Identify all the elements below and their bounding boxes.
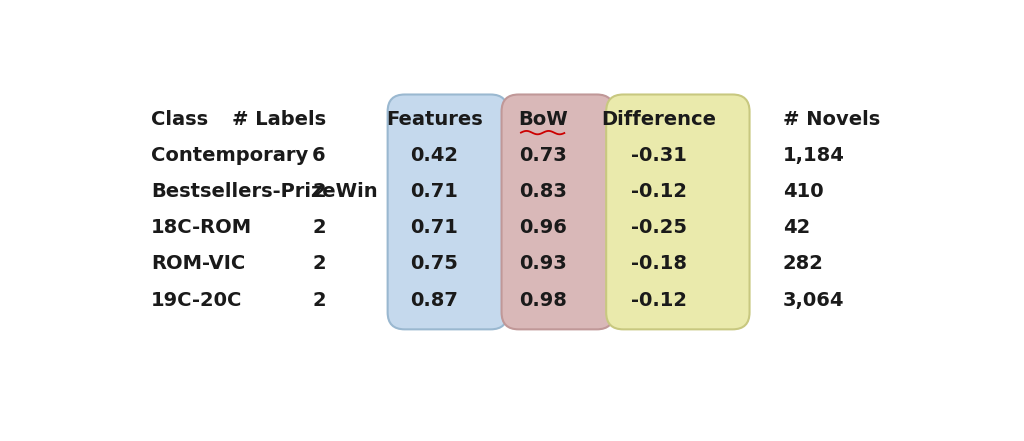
Text: BoW: BoW — [518, 110, 567, 129]
Text: 42: 42 — [783, 218, 810, 237]
Text: -0.12: -0.12 — [631, 291, 687, 310]
Text: # Novels: # Novels — [783, 110, 880, 129]
Text: 0.83: 0.83 — [519, 182, 566, 201]
Text: Features: Features — [386, 110, 482, 129]
Text: 0.87: 0.87 — [411, 291, 458, 310]
Text: 282: 282 — [783, 254, 823, 273]
Text: 0.42: 0.42 — [411, 146, 458, 165]
Text: 0.75: 0.75 — [411, 254, 458, 273]
Text: Difference: Difference — [601, 110, 717, 129]
Text: 2: 2 — [312, 291, 326, 310]
Text: 1,184: 1,184 — [783, 146, 845, 165]
Text: Contemporary: Contemporary — [152, 146, 308, 165]
Text: Bestsellers-PrizeWin: Bestsellers-PrizeWin — [152, 182, 378, 201]
Text: ROM-VIC: ROM-VIC — [152, 254, 246, 273]
Text: -0.31: -0.31 — [631, 146, 687, 165]
Text: 2: 2 — [312, 182, 326, 201]
Text: 410: 410 — [783, 182, 823, 201]
Text: -0.18: -0.18 — [631, 254, 687, 273]
FancyBboxPatch shape — [388, 94, 508, 329]
Text: 0.71: 0.71 — [411, 182, 458, 201]
Text: 19C-20C: 19C-20C — [152, 291, 243, 310]
Text: 2: 2 — [312, 218, 326, 237]
Text: 2: 2 — [312, 254, 326, 273]
Text: 0.71: 0.71 — [411, 218, 458, 237]
Text: 3,064: 3,064 — [783, 291, 845, 310]
Text: -0.12: -0.12 — [631, 182, 687, 201]
Text: 0.98: 0.98 — [519, 291, 566, 310]
Text: 0.93: 0.93 — [519, 254, 566, 273]
FancyBboxPatch shape — [606, 94, 750, 329]
Text: # Labels: # Labels — [231, 110, 326, 129]
Text: -0.25: -0.25 — [631, 218, 687, 237]
Text: 18C-ROM: 18C-ROM — [152, 218, 252, 237]
Text: 6: 6 — [312, 146, 326, 165]
Text: 0.73: 0.73 — [519, 146, 566, 165]
FancyBboxPatch shape — [502, 94, 614, 329]
Text: Class: Class — [152, 110, 208, 129]
Text: 0.96: 0.96 — [519, 218, 566, 237]
